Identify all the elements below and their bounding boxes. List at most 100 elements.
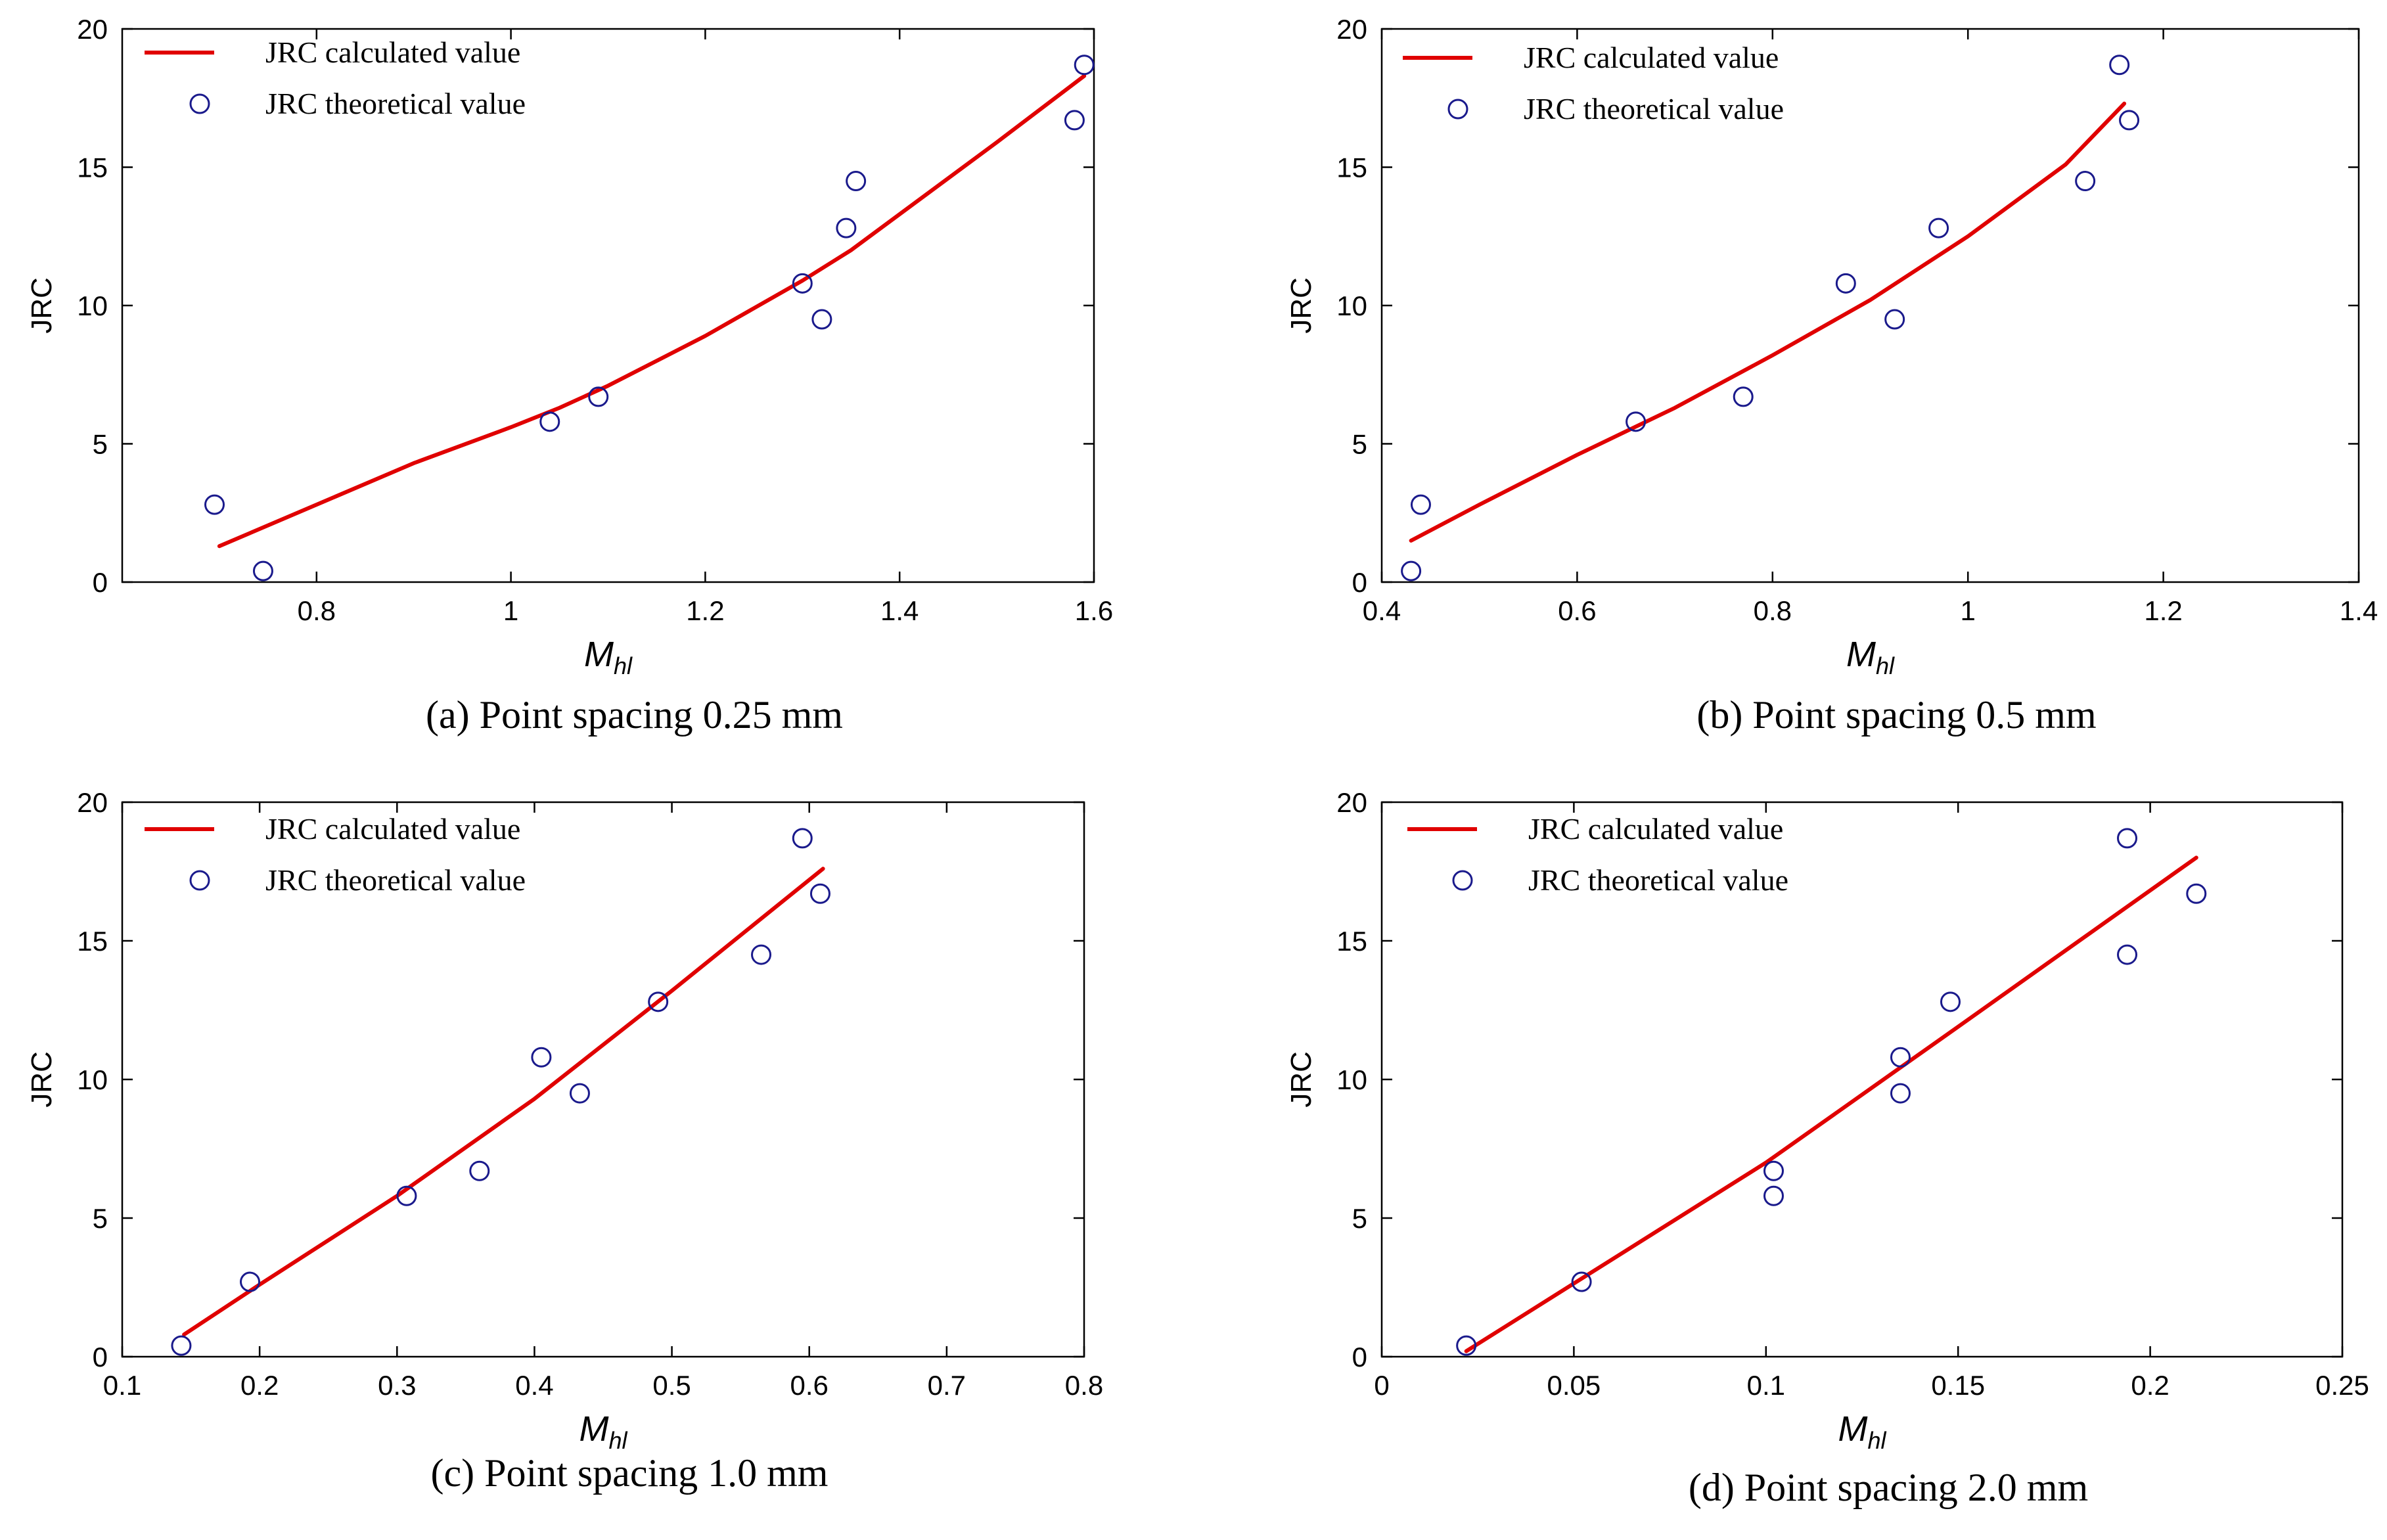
y-tick-label: 5 <box>93 1203 108 1234</box>
x-tick-label: 1.2 <box>686 595 724 626</box>
y-tick-label: 20 <box>77 787 108 818</box>
legend-label-calculated: JRC calculated value <box>1524 41 1779 74</box>
calculated-line <box>217 74 1087 549</box>
theoretical-point <box>792 273 813 294</box>
x-tick-label: 0.8 <box>298 595 336 626</box>
chart-panel-d: 0 0.05 0.1 0.15 0.2 0.25 0 5 10 15 20 JRC Mhl JRC cal… <box>1285 787 2369 1509</box>
legend-label-theoretical: JRC theoretical value <box>1528 863 1788 897</box>
legend-marker-swatch <box>189 870 210 891</box>
x-tick-label: 1.4 <box>2340 595 2378 626</box>
legend-marker-swatch <box>1452 870 1473 891</box>
x-tick-label: 0.2 <box>240 1370 279 1401</box>
theoretical-point <box>396 1185 417 1206</box>
x-tick-label: 0.4 <box>1363 595 1401 626</box>
theoretical-point <box>751 944 772 965</box>
chart-panel-b: 0.4 0.6 0.8 1 1.2 1.4 0 5 10 15 20 JRC Mhl JRC calcul… <box>1285 14 2378 736</box>
chart-panel-a: 0.8 1 1.2 1.4 1.6 0 5 10 15 20 JRC Mhl JRC calculate… <box>26 14 1113 736</box>
theoretical-point <box>792 828 813 849</box>
x-tick-label: 0.8 <box>1754 595 1792 626</box>
y-axis-label: JRC <box>1285 1051 1317 1108</box>
x-tick-label: 0.3 <box>378 1370 416 1401</box>
theoretical-point <box>1890 1083 1911 1104</box>
theoretical-point <box>171 1335 192 1356</box>
y-axis-label: JRC <box>26 1051 58 1108</box>
theoretical-point <box>469 1160 490 1181</box>
theoretical-point <box>1940 991 1961 1012</box>
legend-label-theoretical: JRC theoretical value <box>265 863 526 897</box>
y-tick-label: 0 <box>1352 567 1367 598</box>
panel-caption: (b) Point spacing 0.5 mm <box>1696 693 2096 736</box>
panel-caption: (a) Point spacing 0.25 mm <box>426 693 843 736</box>
y-axis-label: JRC <box>1285 277 1317 334</box>
legend-label-calculated: JRC calculated value <box>1528 812 1783 846</box>
theoretical-point <box>204 494 225 515</box>
y-tick-label: 0 <box>93 1342 108 1372</box>
x-tick-label: 0.5 <box>652 1370 691 1401</box>
theoretical-point <box>2117 944 2138 965</box>
theoretical-point <box>2119 110 2140 131</box>
theoretical-point <box>1064 110 1085 131</box>
theoretical-point <box>240 1271 261 1292</box>
theoretical-point <box>2117 828 2138 849</box>
theoretical-point <box>846 171 867 192</box>
x-tick-label: 0.1 <box>1747 1370 1785 1401</box>
x-tick-label: 0.25 <box>2315 1370 2369 1401</box>
x-axis-label: Mhl <box>584 635 633 679</box>
x-tick-label: 0.7 <box>928 1370 966 1401</box>
y-tick-label: 15 <box>77 926 108 957</box>
theoretical-point <box>588 386 609 407</box>
x-axis-label-sub: hl <box>614 652 633 679</box>
x-axis-label-main: M <box>579 1409 608 1449</box>
x-tick-label: 0.2 <box>2131 1370 2169 1401</box>
y-tick-label: 10 <box>1336 290 1367 321</box>
theoretical-point <box>1625 411 1647 432</box>
y-tick-label: 0 <box>93 567 108 598</box>
x-axis-label: Mhl <box>1846 635 1895 679</box>
x-axis-label-main: M <box>1846 635 1876 674</box>
legend-marker-swatch <box>1447 99 1468 120</box>
x-axis-label: Mhl <box>1838 1409 1886 1454</box>
theoretical-point <box>2186 883 2207 904</box>
theoretical-point <box>539 411 560 432</box>
y-tick-label: 5 <box>1352 429 1367 460</box>
y-tick-label: 20 <box>77 14 108 45</box>
theoretical-point <box>2075 171 2096 192</box>
x-axis-label-sub: hl <box>1867 1427 1886 1454</box>
y-tick-label: 15 <box>1336 152 1367 183</box>
theoretical-point <box>1733 386 1754 407</box>
theoretical-point <box>1401 560 1422 581</box>
y-tick-label: 15 <box>77 152 108 183</box>
legend: JRC calculated value JRC theoretical valu… <box>1407 812 1788 897</box>
x-axis-label: Mhl <box>579 1409 627 1454</box>
x-tick-label: 0.1 <box>103 1370 141 1401</box>
y-tick-label: 10 <box>77 290 108 321</box>
legend-label-calculated: JRC calculated value <box>265 812 520 846</box>
theoretical-point <box>1456 1335 1477 1356</box>
y-tick-label: 10 <box>77 1064 108 1095</box>
theoretical-point <box>809 883 830 904</box>
x-tick-label: 0.8 <box>1065 1370 1103 1401</box>
x-tick-label: 1 <box>1961 595 1976 626</box>
x-tick-label: 0.05 <box>1547 1370 1601 1401</box>
theoretical-point <box>1763 1185 1784 1206</box>
theoretical-point <box>1571 1271 1592 1292</box>
x-tick-label: 1.6 <box>1075 595 1113 626</box>
theoretical-point <box>1884 309 1905 330</box>
theoretical-point <box>648 991 669 1012</box>
x-tick-label: 1 <box>503 595 518 626</box>
legend-label-calculated: JRC calculated value <box>265 35 520 69</box>
x-tick-label: 0.15 <box>1931 1370 1985 1401</box>
x-axis-label-main: M <box>584 635 614 674</box>
x-tick-label: 1.2 <box>2144 595 2182 626</box>
x-tick-label: 0.4 <box>515 1370 553 1401</box>
y-tick-label: 15 <box>1336 926 1367 957</box>
theoretical-point <box>1890 1047 1911 1068</box>
theoretical-point <box>1928 217 1949 238</box>
calculated-line <box>1409 101 2127 543</box>
theoretical-point <box>252 560 273 581</box>
theoretical-point <box>1763 1160 1784 1181</box>
y-axis-label: JRC <box>26 277 58 334</box>
